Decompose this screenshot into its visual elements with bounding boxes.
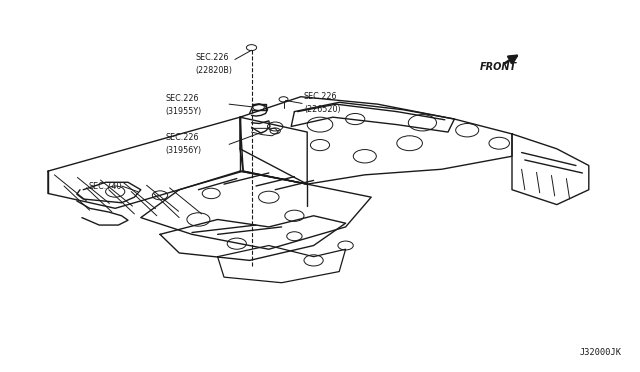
Text: (31956Y): (31956Y) (165, 146, 201, 155)
Text: SEC.226: SEC.226 (195, 53, 228, 62)
Text: J32000JK: J32000JK (580, 348, 622, 357)
Text: (31955Y): (31955Y) (165, 107, 202, 116)
Text: (22820B): (22820B) (195, 66, 232, 75)
Text: (226520): (226520) (304, 105, 340, 114)
Text: FRONT: FRONT (480, 62, 517, 72)
Text: SEC.226: SEC.226 (165, 133, 198, 142)
Text: SEC.740: SEC.740 (88, 182, 122, 190)
Text: SEC.226: SEC.226 (165, 94, 198, 103)
Text: SEC.226: SEC.226 (304, 92, 337, 101)
